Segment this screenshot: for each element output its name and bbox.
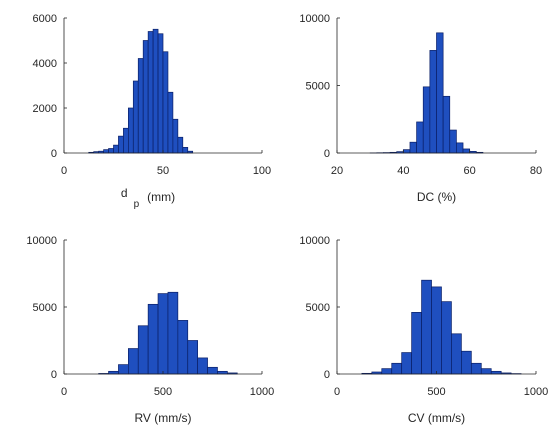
- x-tick-label: 80: [530, 165, 542, 177]
- histogram-panel-dc: 20 40 60 80 0 5000 10000 DC (%): [299, 13, 542, 204]
- x-tick-label: 0: [334, 386, 340, 398]
- histogram-bar: [128, 348, 139, 375]
- histogram-bar: [401, 352, 412, 375]
- x-tick-label: 0: [61, 386, 67, 398]
- histogram-bar: [480, 368, 492, 375]
- histogram-bar: [429, 50, 437, 154]
- histogram-bar: [490, 370, 502, 375]
- histogram-bar: [113, 144, 119, 154]
- histogram-bar: [442, 95, 451, 154]
- histogram-bar: [142, 40, 149, 154]
- histogram-bar: [137, 325, 149, 375]
- y-tick-label: 0: [324, 148, 330, 160]
- x-tick-label: 40: [397, 165, 409, 177]
- x-axis-title: CV (mm/s): [408, 411, 465, 425]
- y-tick-label: 2000: [33, 103, 57, 115]
- x-tick-label: 60: [464, 165, 476, 177]
- histogram-bar: [177, 136, 184, 154]
- x-tick-label: 1000: [250, 386, 274, 398]
- histogram-bar: [461, 350, 472, 375]
- histogram-panel-dp: 0 50 100 0 2000 4000 6000 dp(mm): [33, 13, 272, 210]
- histogram-bar: [177, 320, 189, 375]
- y-tick-label: 5000: [33, 302, 57, 314]
- x-tick-label: 50: [157, 165, 169, 177]
- histogram-bar: [167, 291, 179, 375]
- histogram-bar: [197, 357, 208, 375]
- y-tick-label: 10000: [299, 13, 330, 25]
- histogram-bar: [456, 142, 464, 154]
- y-tick-label: 0: [51, 148, 57, 160]
- y-tick-label: 10000: [26, 235, 57, 247]
- x-tick-label: 500: [427, 386, 445, 398]
- y-tick-label: 6000: [33, 13, 57, 25]
- histogram-bar: [217, 370, 228, 375]
- histogram-bar: [409, 141, 417, 154]
- histogram-bar: [147, 303, 159, 375]
- y-tick-label: 0: [324, 369, 330, 381]
- x-axis-title: DC (%): [417, 190, 456, 204]
- histogram-bar: [167, 91, 174, 154]
- histogram-bar: [157, 33, 164, 154]
- histogram-bar: [182, 147, 189, 154]
- histogram-bar: [441, 301, 452, 375]
- histogram-bar: [162, 51, 169, 154]
- histogram-bar: [187, 340, 198, 375]
- x-tick-label: 1000: [524, 386, 548, 398]
- histogram-bar: [108, 370, 119, 375]
- histogram-bar: [123, 127, 129, 154]
- histogram-bar: [470, 362, 482, 375]
- x-tick-label: 20: [331, 165, 343, 177]
- histogram-bar: [128, 107, 134, 154]
- x-axis-title: dp(mm): [121, 186, 175, 210]
- y-tick-label: 4000: [33, 58, 57, 70]
- histogram-bar: [381, 368, 393, 375]
- x-tick-label: 500: [154, 386, 172, 398]
- histogram-bar: [147, 31, 154, 154]
- histogram-bar: [152, 28, 159, 154]
- x-tick-label: 100: [253, 165, 271, 177]
- histogram-bar: [411, 312, 422, 375]
- x-tick-label: 0: [61, 165, 67, 177]
- histogram-bar: [462, 148, 471, 154]
- histogram-bar: [416, 121, 424, 154]
- histogram-bar: [421, 279, 432, 375]
- histogram-bar: [132, 80, 139, 154]
- y-tick-label: 5000: [306, 302, 330, 314]
- histogram-bar: [103, 149, 109, 154]
- x-axis-title: RV (mm/s): [134, 411, 191, 425]
- histogram-bar: [431, 286, 442, 375]
- histogram-bar: [422, 86, 431, 154]
- histogram-bar: [137, 58, 144, 154]
- histogram-bar: [207, 366, 218, 375]
- histogram-bar: [172, 118, 179, 154]
- histogram-bar: [118, 135, 124, 154]
- histogram-bar: [108, 148, 114, 154]
- histogram-bar: [391, 362, 403, 375]
- histogram-bar: [402, 149, 411, 154]
- histogram-bar: [436, 32, 444, 154]
- histogram-bar: [157, 293, 169, 375]
- y-tick-label: 10000: [299, 235, 330, 247]
- y-tick-label: 0: [51, 369, 57, 381]
- histogram-bar: [449, 129, 457, 154]
- histogram-bar: [451, 333, 462, 375]
- y-tick-label: 5000: [306, 81, 330, 93]
- histogram-bar: [118, 364, 129, 375]
